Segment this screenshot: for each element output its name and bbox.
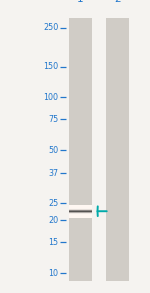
Bar [69, 205, 92, 206]
Text: 20: 20 [48, 216, 59, 225]
Bar [69, 206, 92, 207]
Text: 150: 150 [43, 62, 58, 71]
Bar [69, 216, 92, 217]
Text: 37: 37 [48, 169, 59, 178]
Bar [69, 211, 92, 212]
Bar [69, 18, 92, 281]
Text: 50: 50 [48, 146, 59, 155]
Text: 10: 10 [48, 269, 58, 277]
Bar [69, 212, 92, 213]
Bar [69, 213, 92, 214]
Text: 75: 75 [48, 115, 59, 124]
Bar [69, 207, 92, 208]
Text: 1: 1 [77, 0, 84, 4]
Bar [69, 208, 92, 209]
Text: 15: 15 [48, 238, 59, 247]
Bar [69, 215, 92, 216]
Text: 250: 250 [43, 23, 58, 32]
Text: 2: 2 [114, 0, 121, 4]
Text: 25: 25 [48, 199, 59, 208]
Text: 100: 100 [44, 93, 59, 102]
Bar [69, 209, 92, 210]
Bar [69, 214, 92, 215]
Bar [69, 210, 92, 211]
Bar [106, 18, 129, 281]
Bar [69, 217, 92, 218]
